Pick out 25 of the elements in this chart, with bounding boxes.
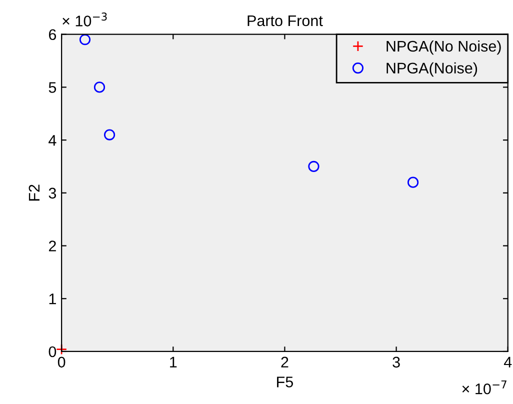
x-tick-label: 0 bbox=[58, 356, 66, 368]
point bbox=[79, 34, 91, 46]
x-axis-title: F5 bbox=[277, 376, 293, 388]
legend-label: NPGA(Noise) bbox=[386, 62, 478, 77]
y-tick-label: 3 bbox=[48, 188, 56, 199]
y-tick-label: 0 bbox=[48, 346, 56, 358]
y-tick-label: 1 bbox=[49, 294, 56, 304]
y-axis-title: F2 bbox=[28, 184, 40, 201]
x-tick-label: 1 bbox=[170, 356, 177, 368]
y-tick-label: 4 bbox=[48, 135, 56, 146]
x-tick-label: 2 bbox=[281, 356, 288, 368]
x-tick-label: 4 bbox=[504, 356, 512, 368]
chart-title: Parto Front bbox=[248, 15, 323, 26]
point bbox=[308, 160, 320, 172]
point bbox=[56, 344, 68, 355]
x-tick-label: 3 bbox=[392, 356, 400, 368]
text: × 10$^{−7}$ bbox=[462, 380, 506, 394]
y-tick-label: 2 bbox=[48, 240, 56, 252]
point bbox=[94, 82, 106, 93]
point bbox=[407, 176, 419, 188]
text: × 10$^{−3}$ bbox=[62, 12, 107, 26]
y-tick-label: 6 bbox=[48, 29, 56, 40]
y-tick-label: 5 bbox=[48, 82, 56, 93]
point bbox=[104, 129, 116, 140]
legend-label: NPGA(No Noise) bbox=[386, 40, 501, 55]
